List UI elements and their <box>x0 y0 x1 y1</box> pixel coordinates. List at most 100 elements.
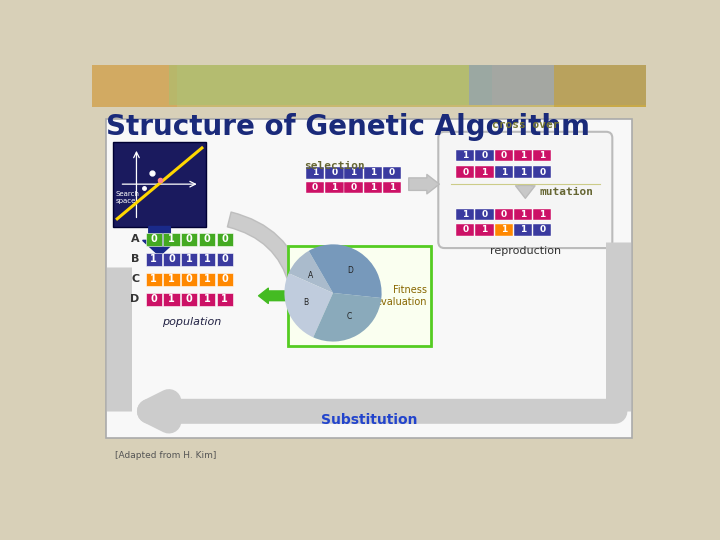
FancyBboxPatch shape <box>495 166 513 178</box>
Text: 1: 1 <box>462 151 469 160</box>
FancyBboxPatch shape <box>163 253 179 266</box>
FancyBboxPatch shape <box>163 233 179 246</box>
Text: 1: 1 <box>331 183 338 192</box>
FancyBboxPatch shape <box>364 167 382 179</box>
FancyBboxPatch shape <box>306 167 324 179</box>
Text: 1: 1 <box>520 226 526 234</box>
Text: 0: 0 <box>389 168 395 178</box>
FancyBboxPatch shape <box>325 167 343 179</box>
FancyBboxPatch shape <box>514 166 532 178</box>
Text: 1: 1 <box>204 274 210 284</box>
FancyBboxPatch shape <box>181 233 197 246</box>
Polygon shape <box>143 226 176 256</box>
FancyBboxPatch shape <box>106 119 632 438</box>
FancyBboxPatch shape <box>456 224 474 236</box>
FancyBboxPatch shape <box>456 150 474 161</box>
FancyBboxPatch shape <box>288 246 431 346</box>
Text: 1: 1 <box>312 168 318 178</box>
FancyBboxPatch shape <box>554 65 647 107</box>
Text: 0: 0 <box>312 183 318 192</box>
FancyBboxPatch shape <box>181 273 197 286</box>
Text: 0: 0 <box>186 294 192 304</box>
Text: reproduction: reproduction <box>490 246 561 256</box>
FancyBboxPatch shape <box>533 209 552 220</box>
FancyBboxPatch shape <box>475 224 494 236</box>
FancyBboxPatch shape <box>181 253 197 266</box>
FancyBboxPatch shape <box>306 182 324 193</box>
Text: D: D <box>348 266 354 275</box>
Text: B: B <box>303 298 308 307</box>
FancyArrowPatch shape <box>228 212 307 297</box>
FancyBboxPatch shape <box>344 167 363 179</box>
FancyBboxPatch shape <box>181 293 197 306</box>
FancyArrowPatch shape <box>409 174 439 194</box>
FancyBboxPatch shape <box>217 273 233 286</box>
FancyBboxPatch shape <box>475 150 494 161</box>
FancyBboxPatch shape <box>92 65 176 107</box>
FancyBboxPatch shape <box>325 182 343 193</box>
Wedge shape <box>313 293 382 341</box>
Wedge shape <box>289 251 333 293</box>
Text: 0: 0 <box>221 274 228 284</box>
FancyArrowPatch shape <box>516 185 535 198</box>
Text: 0: 0 <box>539 226 545 234</box>
FancyBboxPatch shape <box>92 65 647 107</box>
Text: Fitness
evaluation: Fitness evaluation <box>375 285 427 307</box>
Text: 0: 0 <box>204 234 210 244</box>
Text: 1: 1 <box>370 168 376 178</box>
FancyBboxPatch shape <box>163 273 179 286</box>
Text: A: A <box>131 234 140 244</box>
FancyBboxPatch shape <box>113 142 206 226</box>
Text: Structure of Genetic Algorithm: Structure of Genetic Algorithm <box>106 112 590 140</box>
FancyBboxPatch shape <box>514 150 532 161</box>
FancyBboxPatch shape <box>364 182 382 193</box>
FancyBboxPatch shape <box>217 293 233 306</box>
Text: 1: 1 <box>204 294 210 304</box>
Text: C: C <box>132 274 140 284</box>
Text: 1: 1 <box>520 210 526 219</box>
Text: 1: 1 <box>539 210 545 219</box>
FancyBboxPatch shape <box>199 293 215 306</box>
Text: 1: 1 <box>150 254 157 264</box>
Text: 0: 0 <box>462 226 468 234</box>
Text: 0: 0 <box>351 183 356 192</box>
Text: [Adapted from H. Kim]: [Adapted from H. Kim] <box>115 451 216 461</box>
Text: 1: 1 <box>221 294 228 304</box>
Text: Substitution: Substitution <box>320 413 418 427</box>
FancyBboxPatch shape <box>217 233 233 246</box>
FancyBboxPatch shape <box>344 182 363 193</box>
FancyBboxPatch shape <box>145 293 162 306</box>
FancyBboxPatch shape <box>456 209 474 220</box>
Text: 0: 0 <box>168 254 175 264</box>
Text: 0: 0 <box>331 168 338 178</box>
Text: 1: 1 <box>539 151 545 160</box>
Wedge shape <box>284 273 333 338</box>
FancyBboxPatch shape <box>383 167 401 179</box>
Text: D: D <box>130 294 140 304</box>
Text: population: population <box>162 316 222 327</box>
Text: 0: 0 <box>221 234 228 244</box>
FancyBboxPatch shape <box>145 233 162 246</box>
Text: 0: 0 <box>482 210 487 219</box>
Text: B: B <box>131 254 140 264</box>
FancyBboxPatch shape <box>163 293 179 306</box>
FancyBboxPatch shape <box>475 166 494 178</box>
FancyBboxPatch shape <box>475 209 494 220</box>
Text: 1: 1 <box>482 168 487 177</box>
Text: 1: 1 <box>389 183 395 192</box>
Text: 0: 0 <box>186 274 192 284</box>
Text: 0: 0 <box>539 168 545 177</box>
Text: 0: 0 <box>186 234 192 244</box>
FancyBboxPatch shape <box>469 65 647 105</box>
FancyBboxPatch shape <box>145 253 162 266</box>
Text: 1: 1 <box>204 254 210 264</box>
Text: 1: 1 <box>462 210 469 219</box>
FancyBboxPatch shape <box>438 132 612 248</box>
Text: 0: 0 <box>150 294 157 304</box>
Text: Search
space: Search space <box>116 191 140 204</box>
FancyBboxPatch shape <box>168 65 492 105</box>
FancyBboxPatch shape <box>199 253 215 266</box>
Text: 1: 1 <box>370 183 376 192</box>
Text: 1: 1 <box>168 234 175 244</box>
Text: 1: 1 <box>482 226 487 234</box>
